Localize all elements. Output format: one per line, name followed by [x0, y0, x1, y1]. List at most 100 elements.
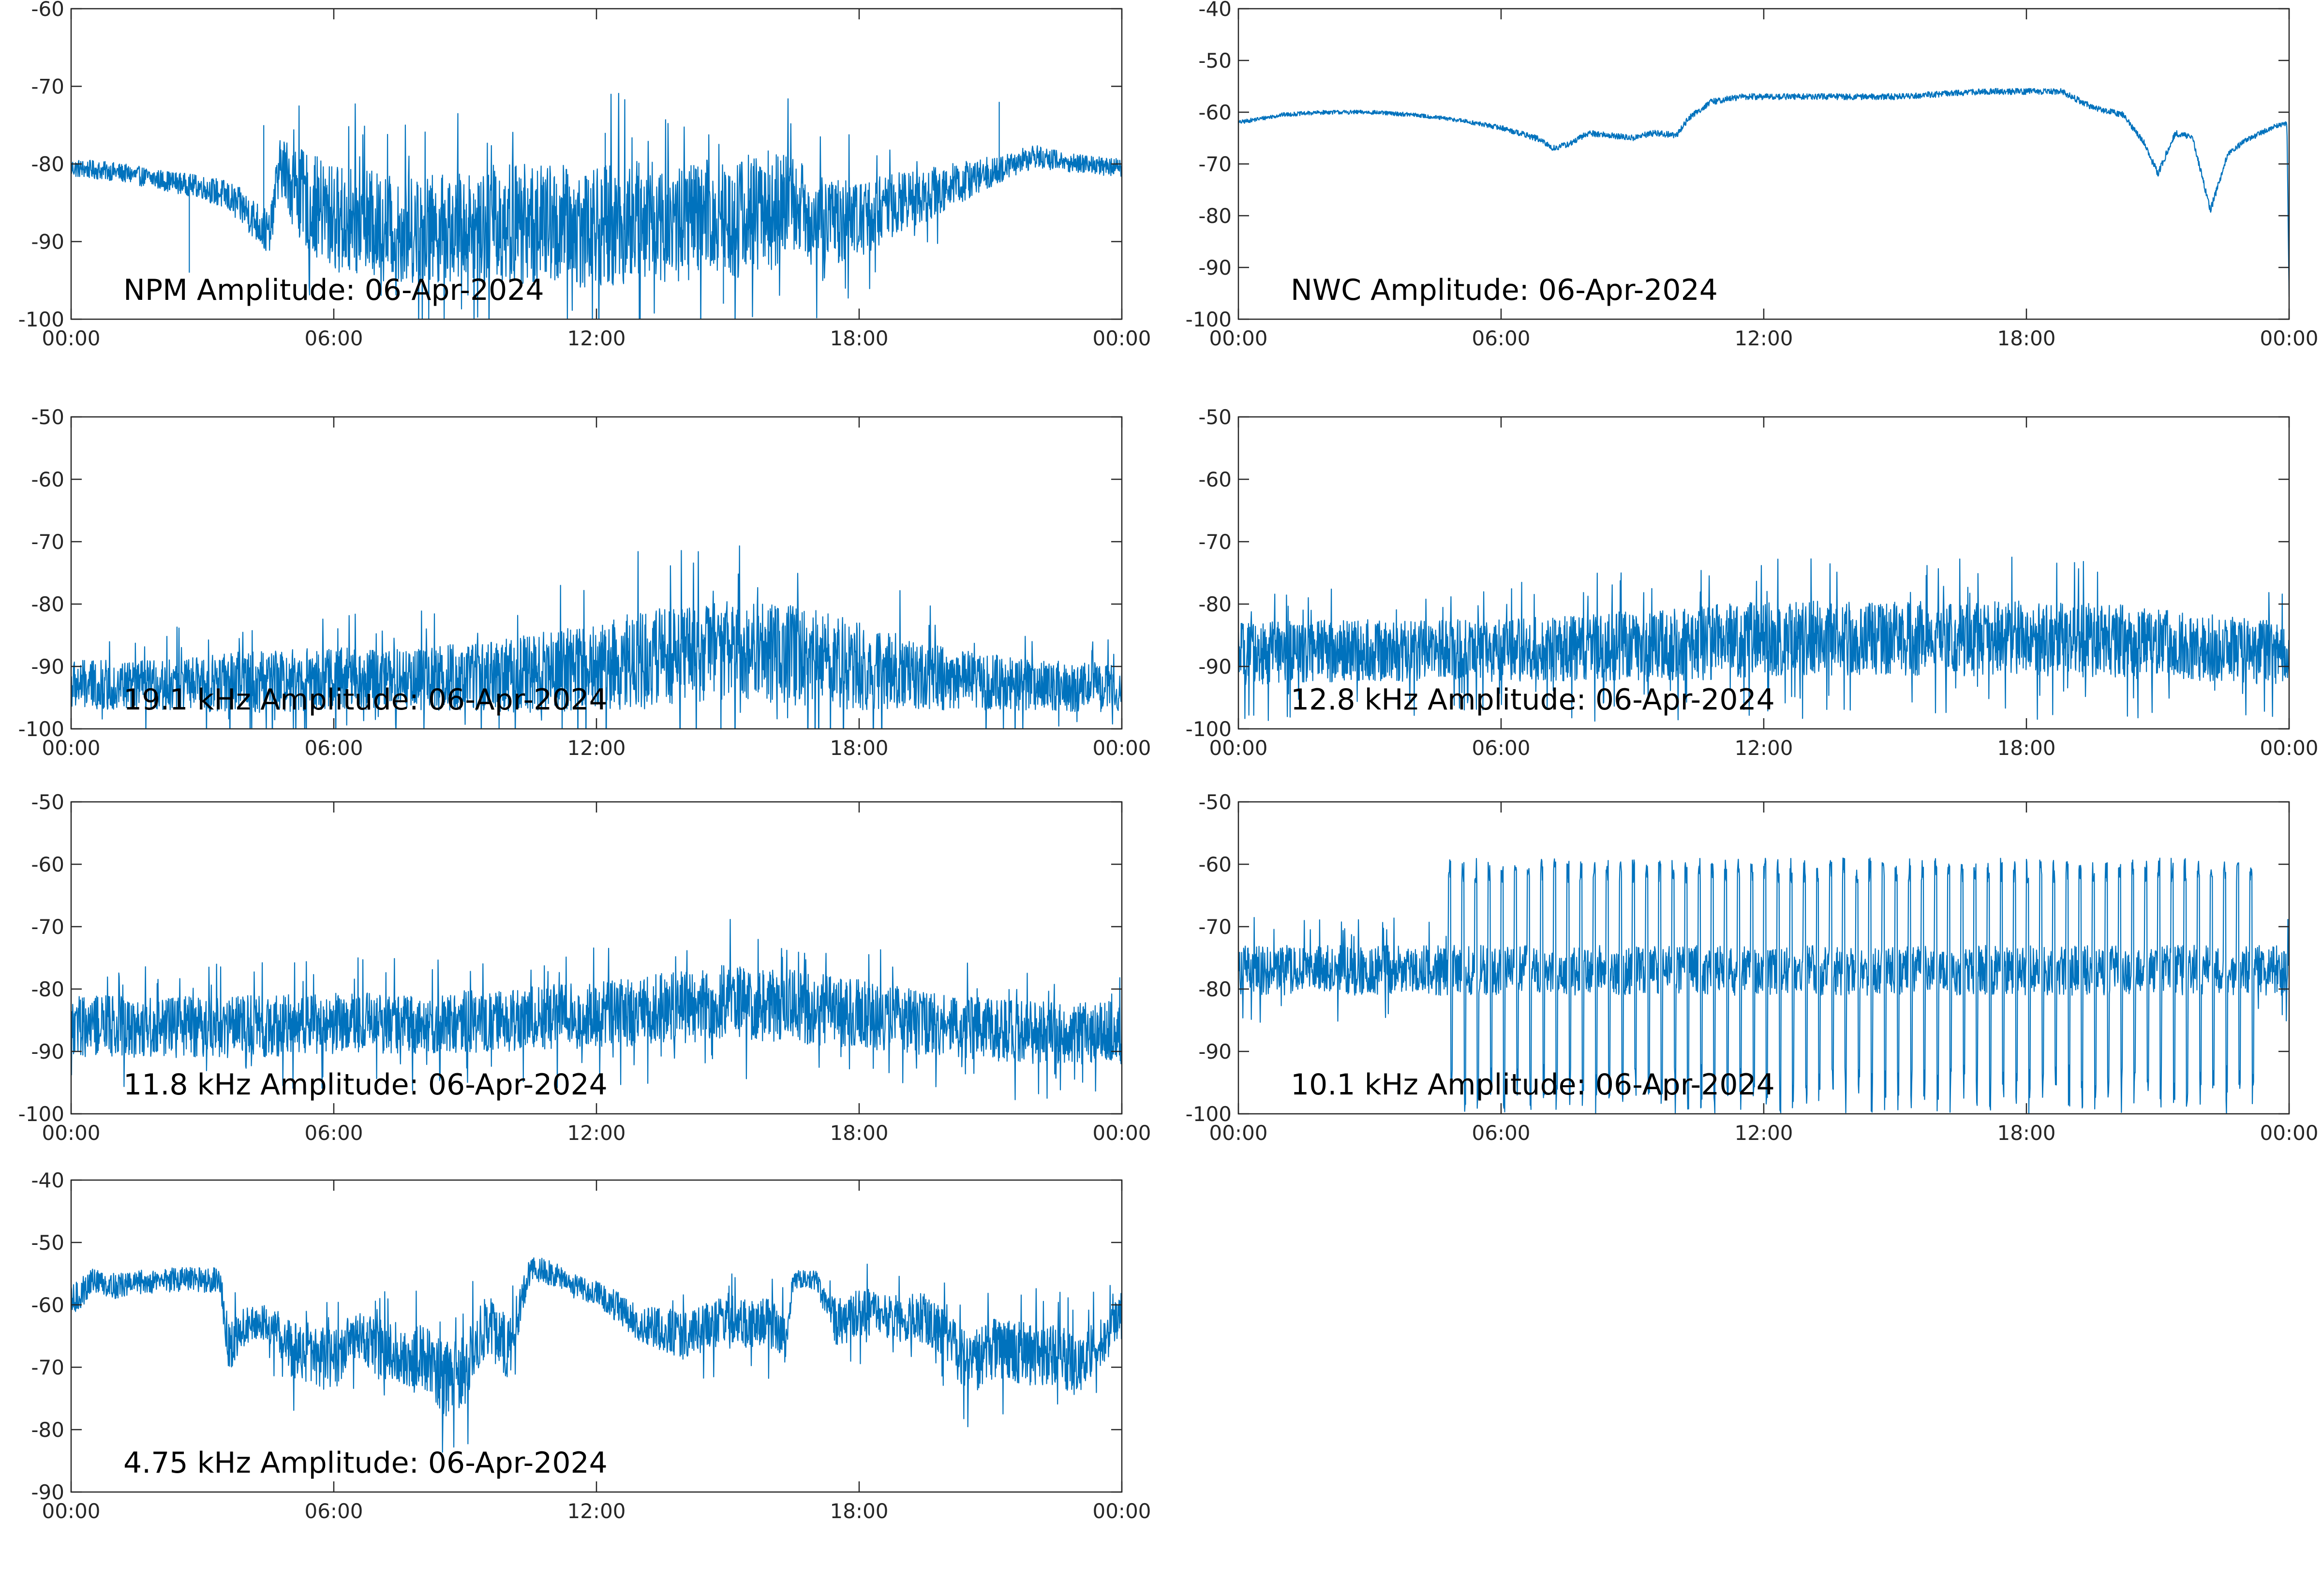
x-tick-label: 06:00 — [304, 1499, 363, 1523]
chart-panel: -100 -90 -80 -70 -60 -50 -40 00:00 06:00 12:00 18:… — [1186, 0, 2319, 350]
axes-frame — [70, 801, 1123, 1115]
y-tick-label: -100 — [18, 717, 64, 741]
x-tick-label: 00:00 — [1092, 1121, 1151, 1145]
axes-frame — [70, 8, 1123, 320]
y-tick-label: -60 — [31, 853, 64, 876]
y-tick-label: -70 — [1198, 530, 1232, 554]
y-tick-label: -60 — [31, 0, 64, 21]
x-tick-label: 12:00 — [1734, 736, 1793, 760]
series-line — [71, 93, 1122, 319]
y-tick-label: -90 — [31, 655, 64, 679]
x-tick-label: 18:00 — [830, 1121, 888, 1145]
chart-panel: -100 -90 -80 -70 -60 -50 00:00 06:00 12:00 18:00 0… — [18, 405, 1151, 760]
x-tick-label: 00:00 — [1209, 326, 1267, 350]
x-tick-label: 12:00 — [567, 1121, 625, 1145]
y-tick-label: -80 — [1198, 592, 1232, 616]
y-tick-label: -50 — [1198, 790, 1232, 814]
y-tick-label: -90 — [1198, 655, 1232, 679]
x-tick-label: 12:00 — [1734, 326, 1793, 350]
y-tick-label: -70 — [31, 915, 64, 939]
panel-title: 19.1 kHz Amplitude: 06-Apr-2024 — [123, 683, 608, 717]
x-tick-label: 06:00 — [1472, 326, 1530, 350]
x-tick-label: 12:00 — [567, 1499, 625, 1523]
y-tick-label: -60 — [1198, 101, 1232, 124]
chart-panel: -90 -80 -70 -60 -50 -40 00:00 06:00 12:00 18:00 00… — [31, 1168, 1151, 1523]
y-tick-label: -100 — [18, 308, 64, 331]
series-line — [71, 545, 1122, 729]
series-line — [1238, 857, 2289, 1114]
y-tick-label: -100 — [18, 1102, 64, 1126]
x-tick-label: 00:00 — [1209, 1121, 1267, 1145]
x-tick-label: 00:00 — [1092, 326, 1151, 350]
y-tick-label: -60 — [1198, 853, 1232, 876]
y-tick-label: -100 — [1186, 1102, 1232, 1126]
y-tick-label: -70 — [1198, 915, 1232, 939]
y-tick-label: -80 — [31, 977, 64, 1001]
x-tick-label: 00:00 — [1209, 736, 1267, 760]
x-tick-label: 00:00 — [42, 326, 100, 350]
y-tick-label: -40 — [1198, 0, 1232, 21]
x-tick-label: 06:00 — [304, 736, 363, 760]
y-tick-label: -90 — [1198, 256, 1232, 280]
chart-panel: -100 -90 -80 -70 -60 00:00 06:00 12:00 18:00 00:0… — [18, 0, 1151, 350]
x-tick-label: 00:00 — [42, 736, 100, 760]
chart-panel: -100 -90 -80 -70 -60 -50 00:00 06:00 12:00 18:00 0… — [18, 790, 1151, 1145]
panel-title: 10.1 kHz Amplitude: 06-Apr-2024 — [1291, 1068, 1775, 1102]
x-tick-label: 06:00 — [304, 1121, 363, 1145]
y-tick-label: -80 — [1198, 977, 1232, 1001]
x-tick-label: 00:00 — [1092, 1499, 1151, 1523]
x-tick-label: 12:00 — [567, 326, 625, 350]
y-tick-label: -80 — [31, 592, 64, 616]
y-tick-label: -90 — [1198, 1040, 1232, 1064]
panel-title: 11.8 kHz Amplitude: 06-Apr-2024 — [123, 1068, 608, 1102]
y-tick-label: -70 — [31, 530, 64, 554]
y-tick-label: -90 — [31, 1040, 64, 1064]
y-tick-label: -90 — [31, 230, 64, 254]
x-tick-label: 00:00 — [42, 1121, 100, 1145]
y-tick-label: -50 — [1198, 49, 1232, 73]
y-tick-label: -70 — [1198, 152, 1232, 176]
chart-panel: -100 -90 -80 -70 -60 -50 00:00 06:00 12:00 18:00 0… — [1186, 790, 2319, 1145]
y-tick-label: -50 — [1198, 405, 1232, 429]
y-tick-label: -70 — [31, 1356, 64, 1379]
y-tick-label: -60 — [31, 468, 64, 491]
chart-panel: -100 -90 -80 -70 -60 -50 00:00 06:00 12:00 18:00 0… — [1186, 405, 2319, 760]
x-tick-label: 12:00 — [567, 736, 625, 760]
x-tick-label: 00:00 — [42, 1499, 100, 1523]
panel-title: NWC Amplitude: 06-Apr-2024 — [1291, 273, 1718, 307]
series-line — [1238, 556, 2289, 722]
x-tick-label: 00:00 — [1092, 736, 1151, 760]
series-line — [71, 919, 1122, 1100]
x-tick-label: 18:00 — [830, 736, 888, 760]
x-tick-label: 18:00 — [830, 326, 888, 350]
panel-title: NPM Amplitude: 06-Apr-2024 — [123, 273, 544, 307]
x-tick-label: 06:00 — [1472, 1121, 1530, 1145]
x-tick-label: 18:00 — [1997, 1121, 2055, 1145]
y-tick-label: -50 — [31, 1231, 64, 1255]
x-tick-label: 18:00 — [830, 1499, 888, 1523]
x-tick-label: 12:00 — [1734, 1121, 1793, 1145]
y-tick-label: -60 — [31, 1293, 64, 1317]
y-tick-label: -90 — [31, 1480, 64, 1504]
panel-title: 4.75 kHz Amplitude: 06-Apr-2024 — [123, 1446, 608, 1480]
series-line — [1238, 88, 2289, 297]
y-tick-label: -40 — [31, 1168, 64, 1192]
y-tick-label: -100 — [1186, 717, 1232, 741]
x-tick-label: 06:00 — [1472, 736, 1530, 760]
axes-frame — [1237, 416, 2290, 730]
y-tick-label: -50 — [31, 405, 64, 429]
panel-title: 12.8 kHz Amplitude: 06-Apr-2024 — [1291, 683, 1775, 717]
x-tick-label: 18:00 — [1997, 736, 2055, 760]
y-tick-label: -70 — [31, 75, 64, 99]
y-tick-label: -100 — [1186, 308, 1232, 331]
y-tick-label: -50 — [31, 790, 64, 814]
x-tick-label: 06:00 — [304, 326, 363, 350]
x-tick-label: 00:00 — [2260, 736, 2318, 760]
series-line — [71, 1257, 1122, 1453]
x-tick-label: 00:00 — [2260, 326, 2318, 350]
x-tick-label: 18:00 — [1997, 326, 2055, 350]
y-tick-label: -80 — [31, 152, 64, 176]
axes-frame — [1237, 8, 2290, 320]
y-tick-label: -60 — [1198, 468, 1232, 491]
